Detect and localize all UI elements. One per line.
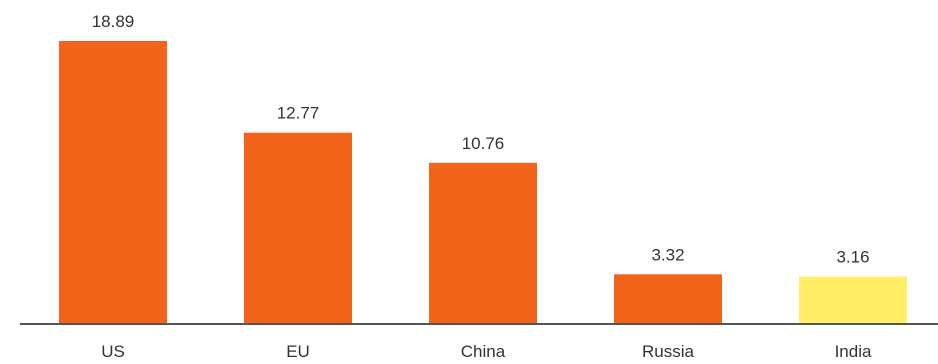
- value-label-india: 3.16: [836, 248, 869, 267]
- value-labels-group: 18.89 12.77 10.76 3.32 3.16: [92, 12, 870, 267]
- category-labels-group: US EU China Russia India: [101, 342, 872, 361]
- category-label-india: India: [835, 342, 872, 361]
- bar-china: [429, 162, 537, 324]
- category-label-china: China: [461, 342, 506, 361]
- value-label-eu: 12.77: [277, 104, 320, 123]
- bar-india: [799, 276, 907, 324]
- value-label-us: 18.89: [92, 12, 135, 31]
- bar-eu: [244, 132, 352, 324]
- bars-group: [59, 41, 907, 324]
- value-label-china: 10.76: [462, 134, 505, 153]
- bar-russia: [614, 274, 722, 324]
- bar-us: [59, 41, 167, 324]
- category-label-russia: Russia: [642, 342, 695, 361]
- category-label-us: US: [101, 342, 125, 361]
- value-label-russia: 3.32: [651, 245, 684, 264]
- category-label-eu: EU: [286, 342, 310, 361]
